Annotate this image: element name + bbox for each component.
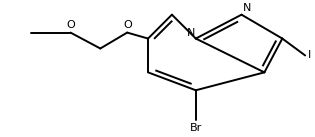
Text: N: N (243, 3, 251, 13)
Text: Br: Br (190, 123, 202, 133)
Text: N: N (186, 28, 195, 38)
Text: O: O (66, 20, 75, 30)
Text: O: O (124, 20, 133, 30)
Text: I: I (308, 50, 312, 60)
